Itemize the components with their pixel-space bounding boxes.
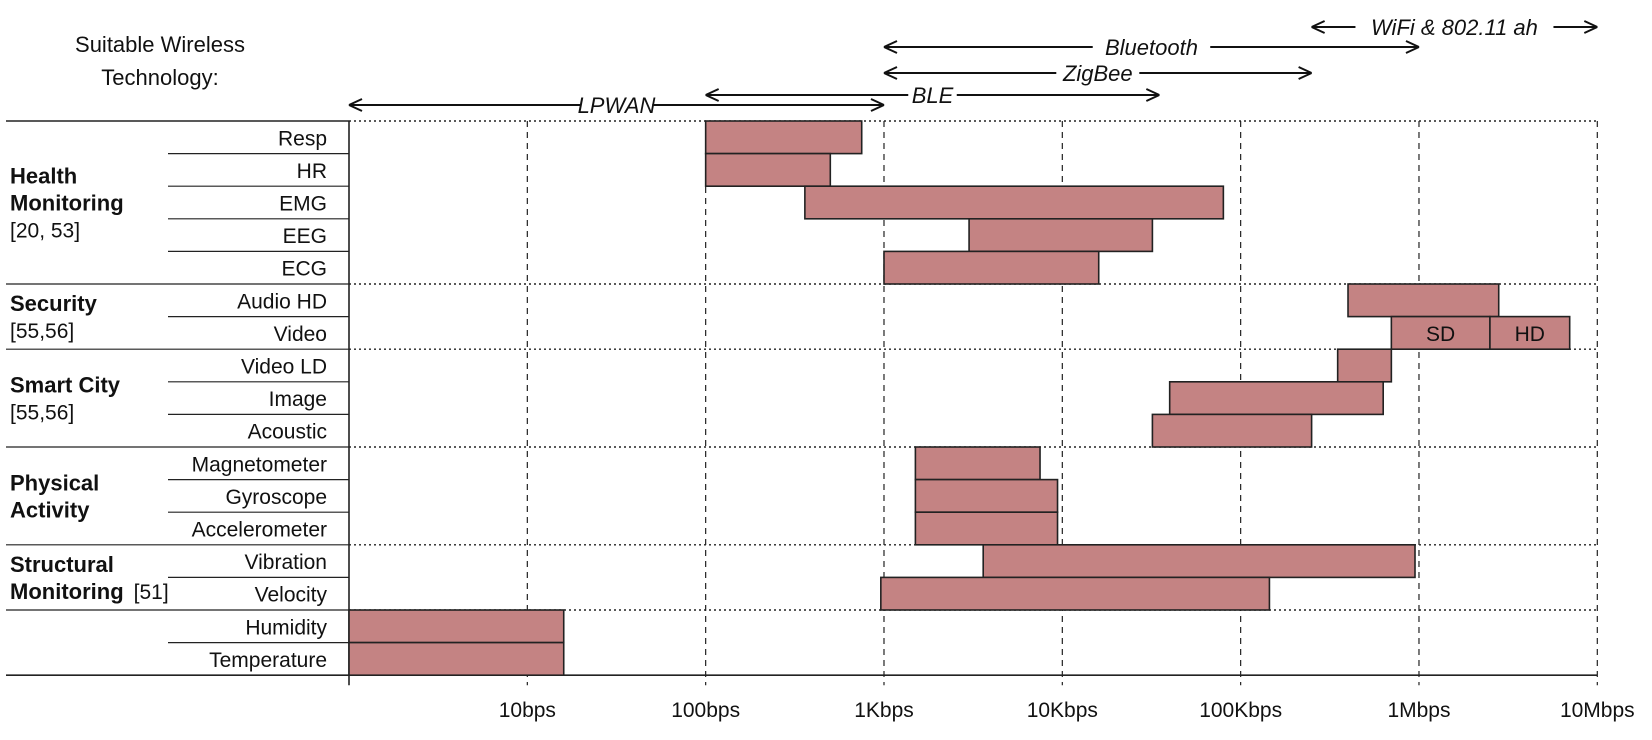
arrow-head-right [870, 98, 885, 112]
bar-label: HD [1515, 323, 1545, 346]
bar [1151, 413, 1313, 448]
arrow-head-left [883, 40, 898, 54]
bar [348, 609, 565, 644]
group-label: Security [10, 291, 98, 316]
header-line-1: Suitable Wireless [75, 32, 245, 57]
row-label: EMG [279, 193, 327, 216]
row-label: Humidity [245, 616, 327, 639]
technology-label: WiFi & 802.11 ah [1371, 15, 1538, 40]
bar [804, 185, 1225, 220]
group-label: Monitoring [10, 191, 124, 216]
x-tick-label: 10bps [499, 699, 556, 722]
row-label: EEG [283, 225, 327, 248]
technology-range: LPWAN [348, 93, 885, 118]
bar [883, 250, 1100, 285]
arrow-head-left [348, 98, 363, 112]
arrow-head-right [1145, 88, 1160, 102]
row-label: Vibration [244, 551, 327, 574]
x-tick-label: 100Kbps [1199, 699, 1282, 722]
x-tick-label: 10Mbps [1560, 699, 1635, 722]
bar [1347, 283, 1500, 318]
bar [982, 543, 1416, 579]
bar [914, 446, 1041, 481]
x-tick-label: 10Kbps [1027, 699, 1098, 722]
bar [348, 641, 565, 676]
arrow-head-right [1405, 40, 1420, 54]
x-tick-label: 1Mbps [1387, 699, 1450, 722]
group-label: [55,56] [10, 320, 74, 343]
group-label: [55,56] [10, 402, 74, 425]
technology-label: BLE [912, 83, 954, 108]
technology-label: Bluetooth [1105, 35, 1198, 60]
row-label: Acoustic [248, 421, 327, 444]
bar [704, 120, 863, 155]
bar-label: SD [1426, 323, 1455, 346]
x-tick-label: 1Kbps [854, 699, 914, 722]
row-label: Audio HD [237, 290, 327, 313]
row-label: Image [269, 388, 327, 411]
arrow-head-right [1298, 66, 1313, 80]
bar [704, 152, 832, 188]
x-axis-ticks: 10bps 100bps 1Kbps 10Kbps 100Kbps 1Mbps 10Mbps [499, 699, 1635, 722]
row-label: Accelerometer [192, 519, 327, 542]
group-label: [20, 53] [10, 220, 80, 243]
row-label: Magnetometer [192, 453, 327, 476]
header-line-2: Technology: [101, 65, 218, 90]
arrow-head-right [1583, 20, 1598, 34]
header-label: Suitable Wireless Technology: [75, 32, 245, 90]
technology-label: LPWAN [578, 93, 656, 118]
bar [1336, 348, 1393, 383]
group-label: Monitoring [51] [10, 579, 169, 604]
group-label-ref: [51] [134, 581, 169, 604]
technology-range: BLE [705, 83, 1160, 108]
row-label: ECG [281, 258, 327, 281]
bar [914, 478, 1059, 514]
group-label: Physical [10, 470, 99, 495]
group-label: Activity [10, 497, 90, 522]
row-label: Gyroscope [225, 486, 327, 509]
group-label: Structural [10, 552, 114, 577]
bar [1390, 315, 1491, 351]
technology-range: WiFi & 802.11 ah [1311, 15, 1598, 40]
arrow-head-left [1311, 20, 1326, 34]
arrow-head-left [705, 88, 720, 102]
row-label: Video [274, 323, 327, 346]
technology-range: ZigBee [883, 61, 1313, 86]
group-label: Health [10, 164, 77, 189]
bar [1489, 315, 1571, 351]
row-label: Velocity [255, 584, 328, 607]
technology-label: ZigBee [1062, 61, 1133, 86]
x-tick-label: 100bps [671, 699, 740, 722]
row-labels: Resp HR EMG EEG ECG Audio HD Video Video LD Imag… [192, 127, 328, 672]
bars: SD HD [348, 120, 1571, 676]
row-label: Resp [278, 127, 327, 150]
row-label: HR [297, 160, 327, 183]
row-label: Video LD [241, 356, 327, 379]
bar [880, 576, 1271, 611]
bar [914, 511, 1059, 546]
technology-range: Bluetooth [883, 35, 1420, 60]
row-label: Temperature [209, 649, 327, 672]
bar [1168, 380, 1384, 416]
bar [968, 218, 1154, 253]
arrow-head-left [883, 66, 898, 80]
group-label: Smart City [10, 373, 121, 398]
